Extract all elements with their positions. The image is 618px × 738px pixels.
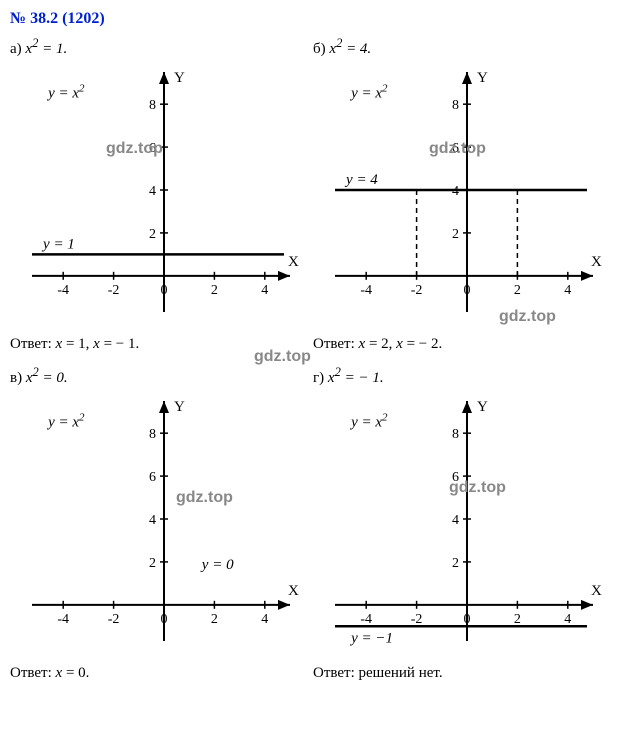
xtick-label: -4: [57, 612, 69, 627]
ytick-label: 2: [149, 556, 156, 571]
ytick-label: 8: [452, 98, 459, 113]
xtick-label: -4: [360, 283, 372, 298]
ytick-label: 6: [149, 470, 156, 485]
xtick-label: 2: [514, 283, 521, 298]
axis-x-label: X: [288, 254, 299, 270]
problem-3: г) x2 = − 1.XY-4-20242468y = x2y = −1gdz…: [313, 363, 608, 692]
xtick-label: 2: [211, 283, 218, 298]
axis-y-label: Y: [477, 70, 488, 86]
axis-x-label: X: [591, 583, 602, 599]
problem-2: в) x2 = 0.XY-4-20242468y = x2y = 0gdz.to…: [10, 363, 305, 692]
hline-label: y = −1: [349, 630, 393, 646]
problem-0: а) x2 = 1.XY-4-20242468y = x2y = 1gdz.to…: [10, 34, 305, 363]
ytick-label: 6: [452, 141, 459, 156]
xtick-label: 2: [514, 612, 521, 627]
chart-wrap: XY-4-20242468y = x2y = 4gdz.topgdz.top: [313, 62, 608, 332]
xtick-label: 0: [161, 612, 168, 627]
chart-svg: X Y -4 -2 0 2 4 2 4 6 8 y = x2 y = 1: [10, 62, 300, 332]
chart-svg: X Y -4 -2 0 2 4 2 4 6 8 y = x2 y = 0: [10, 391, 300, 661]
axis-y-label: Y: [477, 399, 488, 415]
ytick-label: 2: [149, 227, 156, 242]
problem-number: № 38.2 (1202): [10, 10, 608, 28]
parabola-label: y = x2: [349, 412, 388, 431]
ytick-label: 4: [149, 184, 156, 199]
xtick-label: 0: [464, 612, 471, 627]
xtick-label: 0: [464, 283, 471, 298]
ytick-label: 4: [452, 184, 459, 199]
ytick-label: 6: [452, 470, 459, 485]
xtick-label: 4: [564, 283, 571, 298]
xtick-label: 4: [261, 283, 268, 298]
axis-x-label: X: [288, 583, 299, 599]
xtick-label: -2: [108, 283, 120, 298]
chart-wrap: XY-4-20242468y = x2y = 0gdz.top: [10, 391, 305, 661]
xtick-label: 2: [211, 612, 218, 627]
parabola-label: y = x2: [46, 412, 85, 431]
equation: г) x2 = − 1.: [313, 365, 608, 387]
ytick-label: 8: [149, 98, 156, 113]
answer: Ответ: x = 1, x = − 1.: [10, 336, 305, 353]
equation: а) x2 = 1.: [10, 36, 305, 58]
chart-wrap: XY-4-20242468y = x2y = 1gdz.top: [10, 62, 305, 332]
ytick-label: 8: [149, 427, 156, 442]
answer: Ответ: решений нет.: [313, 665, 608, 682]
problems-grid: а) x2 = 1.XY-4-20242468y = x2y = 1gdz.to…: [10, 34, 608, 692]
equation: в) x2 = 0.: [10, 365, 305, 387]
axis-y-label: Y: [174, 399, 185, 415]
hline-label: y = 4: [344, 172, 378, 188]
problem-1: б) x2 = 4.XY-4-20242468y = x2y = 4gdz.to…: [313, 34, 608, 363]
chart-wrap: XY-4-20242468y = x2y = −1gdz.top: [313, 391, 608, 661]
ytick-label: 8: [452, 427, 459, 442]
axis-y-label: Y: [174, 70, 185, 86]
xtick-label: -2: [411, 612, 423, 627]
axis-x-label: X: [591, 254, 602, 270]
ytick-label: 2: [452, 556, 459, 571]
hline-label: y = 1: [41, 236, 75, 252]
xtick-label: -4: [360, 612, 372, 627]
ytick-label: 6: [149, 141, 156, 156]
ytick-label: 4: [452, 513, 459, 528]
chart-svg: X Y -4 -2 0 2 4 2 4 6 8 y = x2 y = 4: [313, 62, 603, 332]
parabola-label: y = x2: [349, 83, 388, 102]
xtick-label: 0: [161, 283, 168, 298]
xtick-label: -4: [57, 283, 69, 298]
xtick-label: 4: [564, 612, 571, 627]
xtick-label: -2: [411, 283, 423, 298]
xtick-label: -2: [108, 612, 120, 627]
answer: Ответ: x = 0.: [10, 665, 305, 682]
xtick-label: 4: [261, 612, 268, 627]
hline-label: y = 0: [200, 557, 234, 573]
ytick-label: 4: [149, 513, 156, 528]
equation: б) x2 = 4.: [313, 36, 608, 58]
parabola-label: y = x2: [46, 83, 85, 102]
chart-svg: X Y -4 -2 0 2 4 2 4 6 8 y = x2 y = −1: [313, 391, 603, 661]
ytick-label: 2: [452, 227, 459, 242]
answer: Ответ: x = 2, x = − 2.: [313, 336, 608, 353]
